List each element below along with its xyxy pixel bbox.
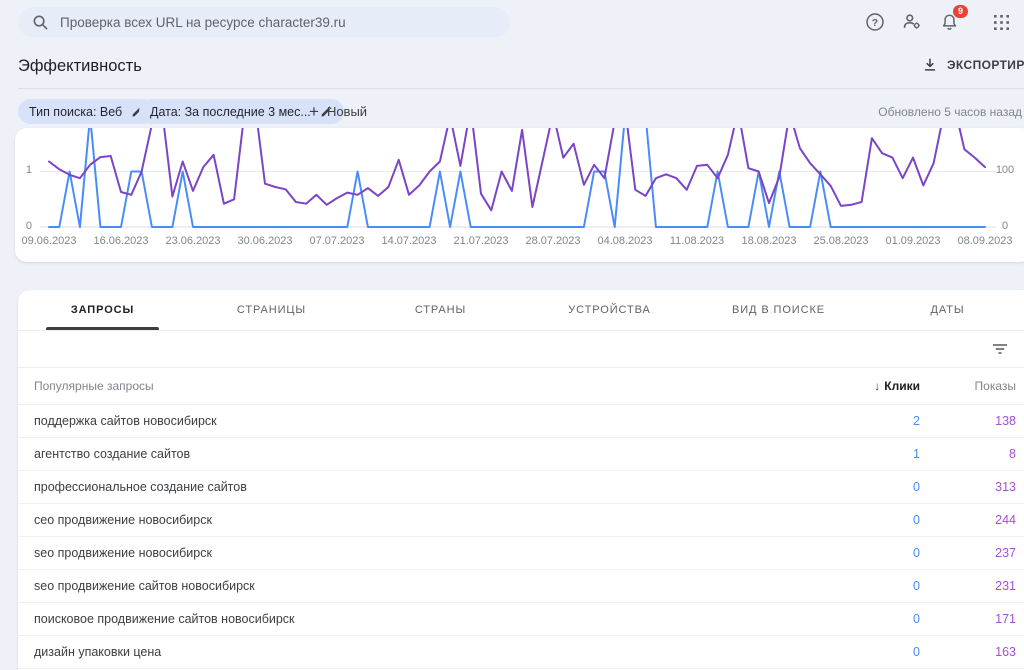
x-axis-tick-label: 11.08.2023 <box>669 235 725 247</box>
impressions-cell: 237 <box>995 546 1016 560</box>
right-axis-tick-100: 100 <box>995 164 1015 176</box>
dimensions-table-card: ЗАПРОСЫ СТРАНИЦЫ СТРАНЫ УСТРОЙСТВА ВИД В ПОИ… <box>18 290 1024 670</box>
clicks-cell: 0 <box>913 546 920 560</box>
page-title: Эффективность <box>18 57 142 75</box>
impressions-cell: 244 <box>995 513 1016 527</box>
svg-text:?: ? <box>872 17 878 29</box>
updated-timestamp: Обновлено 5 часов назад <box>878 105 1022 119</box>
performance-chart-card: 1 0 100 0 09.06.2023 16.06.2023 23.06.2023… <box>15 128 1024 262</box>
plus-icon: + <box>309 102 319 121</box>
left-axis-tick-0: 0 <box>25 220 32 232</box>
clicks-cell: 0 <box>913 480 920 494</box>
user-settings-button[interactable] <box>899 9 925 35</box>
filter-chip-date[interactable]: Дата: За последние 3 мес... <box>139 99 344 124</box>
x-axis-tick-label: 08.09.2023 <box>957 235 1013 247</box>
x-axis-tick-label: 28.07.2023 <box>525 235 581 247</box>
query-cell: агентство создание сайтов <box>34 447 191 461</box>
dimension-tabs: ЗАПРОСЫ СТРАНИЦЫ СТРАНЫ УСТРОЙСТВА ВИД В ПОИ… <box>18 290 1024 331</box>
impressions-column-header[interactable]: Показы <box>974 379 1016 393</box>
impressions-cell: 171 <box>995 612 1016 626</box>
x-axis-tick-label: 18.08.2023 <box>741 235 797 247</box>
x-axis-tick-label: 07.07.2023 <box>309 235 365 247</box>
query-cell: дизайн упаковки цена <box>34 645 162 659</box>
impressions-cell: 8 <box>1009 447 1016 461</box>
x-axis-tick-label: 25.08.2023 <box>813 235 869 247</box>
x-axis-tick-label: 21.07.2023 <box>453 235 509 247</box>
table-row[interactable]: профессиональное создание сайтов 0 313 <box>18 471 1024 504</box>
query-cell: поддержка сайтов новосибирск <box>34 414 217 428</box>
filter-chip-label: Дата: За последние 3 мес... <box>150 104 311 119</box>
export-button[interactable]: ЭКСПОРТИРОВАТЬ <box>922 57 1024 73</box>
clicks-column-label: Клики <box>884 379 920 393</box>
tab-3[interactable]: СТРАНЫ <box>414 304 467 316</box>
download-icon <box>922 57 938 73</box>
filter-chip-search-type[interactable]: Тип поиска: Веб <box>18 99 156 124</box>
performance-chart[interactable] <box>15 128 1024 262</box>
search-placeholder: Проверка всех URL на ресурсе character39… <box>60 14 346 30</box>
table-header-row: Популярные запросы ↓ Клики Показы <box>18 368 1024 405</box>
notification-badge: 9 <box>953 5 968 18</box>
header-divider <box>18 88 1024 89</box>
apps-grid-icon <box>993 14 1010 31</box>
table-row[interactable]: seo продвижение новосибирск 0 237 <box>18 537 1024 570</box>
x-axis-tick-label: 01.09.2023 <box>885 235 941 247</box>
pencil-icon <box>320 105 333 118</box>
impressions-cell: 313 <box>995 480 1016 494</box>
x-axis-tick-label: 04.08.2023 <box>597 235 653 247</box>
help-button[interactable]: ? <box>862 9 888 35</box>
user-gear-icon <box>902 12 922 32</box>
table-row[interactable]: агентство создание сайтов 1 8 <box>18 438 1024 471</box>
query-cell: сео продвижение новосибирск <box>34 513 212 527</box>
clicks-cell: 2 <box>913 414 920 428</box>
table-row[interactable]: сео продвижение новосибирск 0 244 <box>18 504 1024 537</box>
query-cell: seo продвижение новосибирск <box>34 546 212 560</box>
x-axis-tick-label: 16.06.2023 <box>93 235 149 247</box>
table-body: поддержка сайтов новосибирск 2 138 агентств… <box>18 405 1024 669</box>
topbar-actions: ? <box>851 0 1014 44</box>
table-row[interactable]: поисковое продвижение сайтов новосибирск… <box>18 603 1024 636</box>
left-axis-tick-1: 1 <box>25 164 32 176</box>
search-icon <box>32 14 49 31</box>
clicks-cell: 0 <box>913 612 920 626</box>
tab-5[interactable]: ВИД В ПОИСКЕ <box>732 304 825 316</box>
table-row[interactable]: дизайн упаковки цена 0 163 <box>18 636 1024 669</box>
clicks-cell: 1 <box>913 447 920 461</box>
topbar: Проверка всех URL на ресурсе character39… <box>0 0 1024 44</box>
tab-6[interactable]: ДАТЫ <box>930 304 965 316</box>
query-cell: профессиональное создание сайтов <box>34 480 247 494</box>
export-label: ЭКСПОРТИРОВАТЬ <box>947 58 1024 72</box>
x-axis-tick-label: 30.06.2023 <box>237 235 293 247</box>
x-axis-tick-label: 09.06.2023 <box>21 235 77 247</box>
impressions-cell: 138 <box>995 414 1016 428</box>
tab-1[interactable]: ЗАПРОСЫ <box>18 290 187 330</box>
x-axis-tick-label: 14.07.2023 <box>381 235 437 247</box>
tab-4[interactable]: УСТРОЙСТВА <box>568 304 651 316</box>
help-icon: ? <box>865 12 885 32</box>
impressions-cell: 163 <box>995 645 1016 659</box>
clicks-cell: 0 <box>913 513 920 527</box>
bell-icon <box>940 13 959 32</box>
clicks-cell: 0 <box>913 579 920 593</box>
impressions-cell: 231 <box>995 579 1016 593</box>
queries-column-header: Популярные запросы <box>34 379 154 393</box>
query-cell: seo продвижение сайтов новосибирск <box>34 579 255 593</box>
x-axis-tick-label: 23.06.2023 <box>165 235 221 247</box>
clicks-column-header[interactable]: ↓ Клики <box>874 379 920 393</box>
query-cell: поисковое продвижение сайтов новосибирск <box>34 612 295 626</box>
notifications-button[interactable]: 9 <box>936 5 968 35</box>
clicks-cell: 0 <box>913 645 920 659</box>
filter-list-icon[interactable] <box>992 342 1008 361</box>
filter-chip-label: Тип поиска: Веб <box>29 104 123 119</box>
right-axis-tick-0: 0 <box>1001 220 1009 232</box>
apps-grid-button[interactable] <box>988 9 1014 35</box>
table-row[interactable]: seo продвижение сайтов новосибирск 0 231 <box>18 570 1024 603</box>
url-inspection-search[interactable]: Проверка всех URL на ресурсе character39… <box>18 7 510 37</box>
tab-2[interactable]: СТРАНИЦЫ <box>236 304 307 316</box>
new-filter-label: Новый <box>326 104 368 119</box>
sort-descending-icon: ↓ <box>874 379 881 393</box>
table-row[interactable]: поддержка сайтов новосибирск 2 138 <box>18 405 1024 438</box>
table-toolbar <box>18 331 1024 368</box>
new-filter-button[interactable]: + Новый <box>309 99 367 124</box>
